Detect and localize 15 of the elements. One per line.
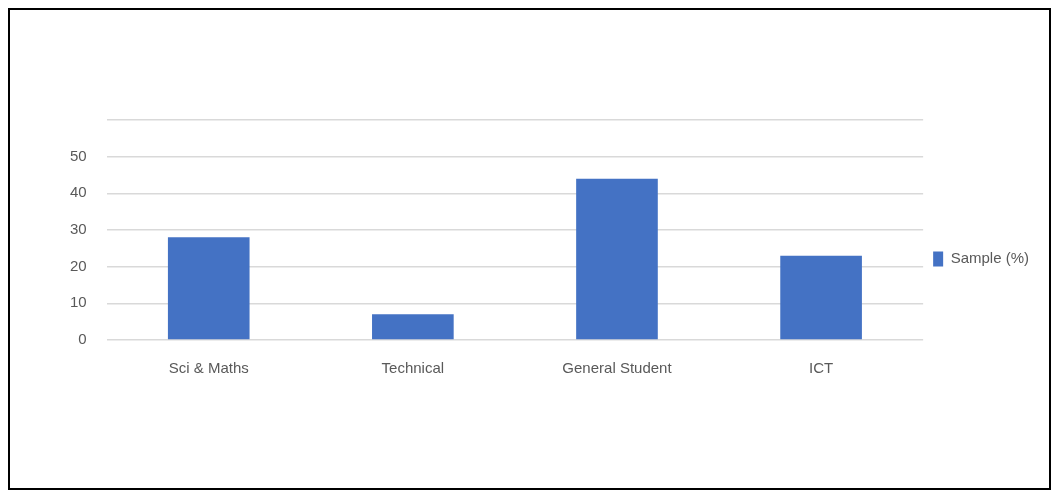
x-tick-label: ICT xyxy=(809,359,834,377)
y-tick-label: 40 xyxy=(70,183,87,201)
y-tick-label: 50 xyxy=(70,146,87,164)
y-tick-label: 20 xyxy=(70,256,87,274)
bar xyxy=(780,255,862,340)
bar xyxy=(576,178,658,340)
y-tick-label: 0 xyxy=(78,330,87,348)
legend-label: Sample (%) xyxy=(950,249,1029,267)
bar xyxy=(167,237,250,340)
y-tick-label: 30 xyxy=(70,220,87,238)
bar xyxy=(372,314,454,340)
x-tick-label: General Student xyxy=(562,359,673,377)
x-tick-label: Sci & Maths xyxy=(168,359,249,377)
y-tick-label: 10 xyxy=(70,293,87,311)
x-tick-label: Technical xyxy=(381,359,445,377)
